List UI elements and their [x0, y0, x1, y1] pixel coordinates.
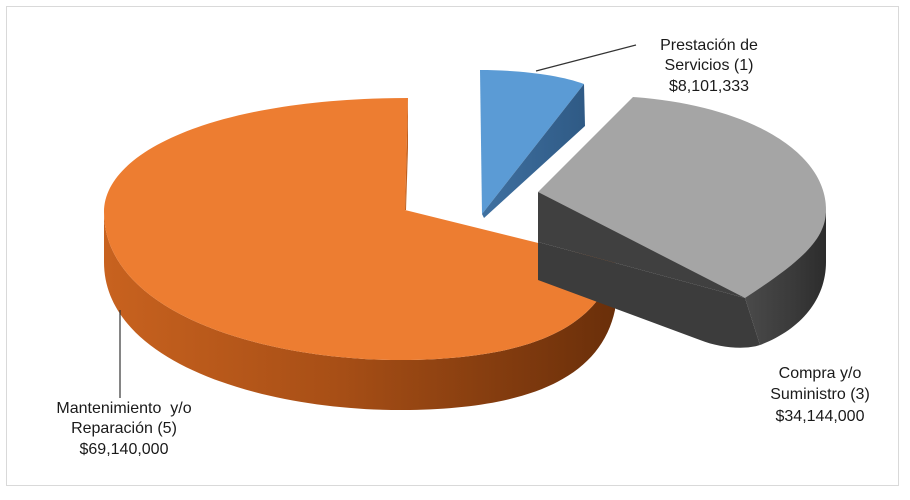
slice-mantenimiento [104, 98, 615, 411]
label-prestacion: Prestación de Servicios (1) $8,101,333 [660, 37, 758, 95]
label-mantenimiento-value: $69,140,000 [80, 441, 169, 458]
label-mantenimiento-line2: Reparación (5) [71, 420, 177, 437]
slice-mantenimiento-top [104, 98, 615, 361]
label-compra-line2: Suministro (3) [770, 386, 870, 403]
slice-prestacion-side [482, 84, 585, 218]
slice-prestacion [480, 70, 585, 218]
label-compra: Compra y/o Suministro (3) $34,144,000 [770, 365, 870, 425]
leader-line-prestacion [535, 44, 637, 72]
slice-compra [538, 97, 826, 348]
label-prestacion-line2: Servicios (1) [665, 57, 754, 74]
label-compra-line1: Compra y/o [779, 365, 862, 382]
label-compra-value: $34,144,000 [776, 408, 865, 425]
slice-compra-front [538, 242, 760, 348]
slice-mantenimiento-side [104, 212, 615, 411]
label-prestacion-line1: Prestación de [660, 37, 758, 54]
slice-mantenimiento-cut-face [405, 98, 408, 210]
slice-prestacion-top [480, 70, 584, 214]
label-mantenimiento-line1: Mantenimiento y/o [56, 400, 191, 417]
label-prestacion-value: $8,101,333 [669, 78, 749, 95]
slice-compra-top [538, 97, 826, 298]
label-mantenimiento: Mantenimiento y/o Reparación (5) $69,140… [56, 400, 191, 458]
